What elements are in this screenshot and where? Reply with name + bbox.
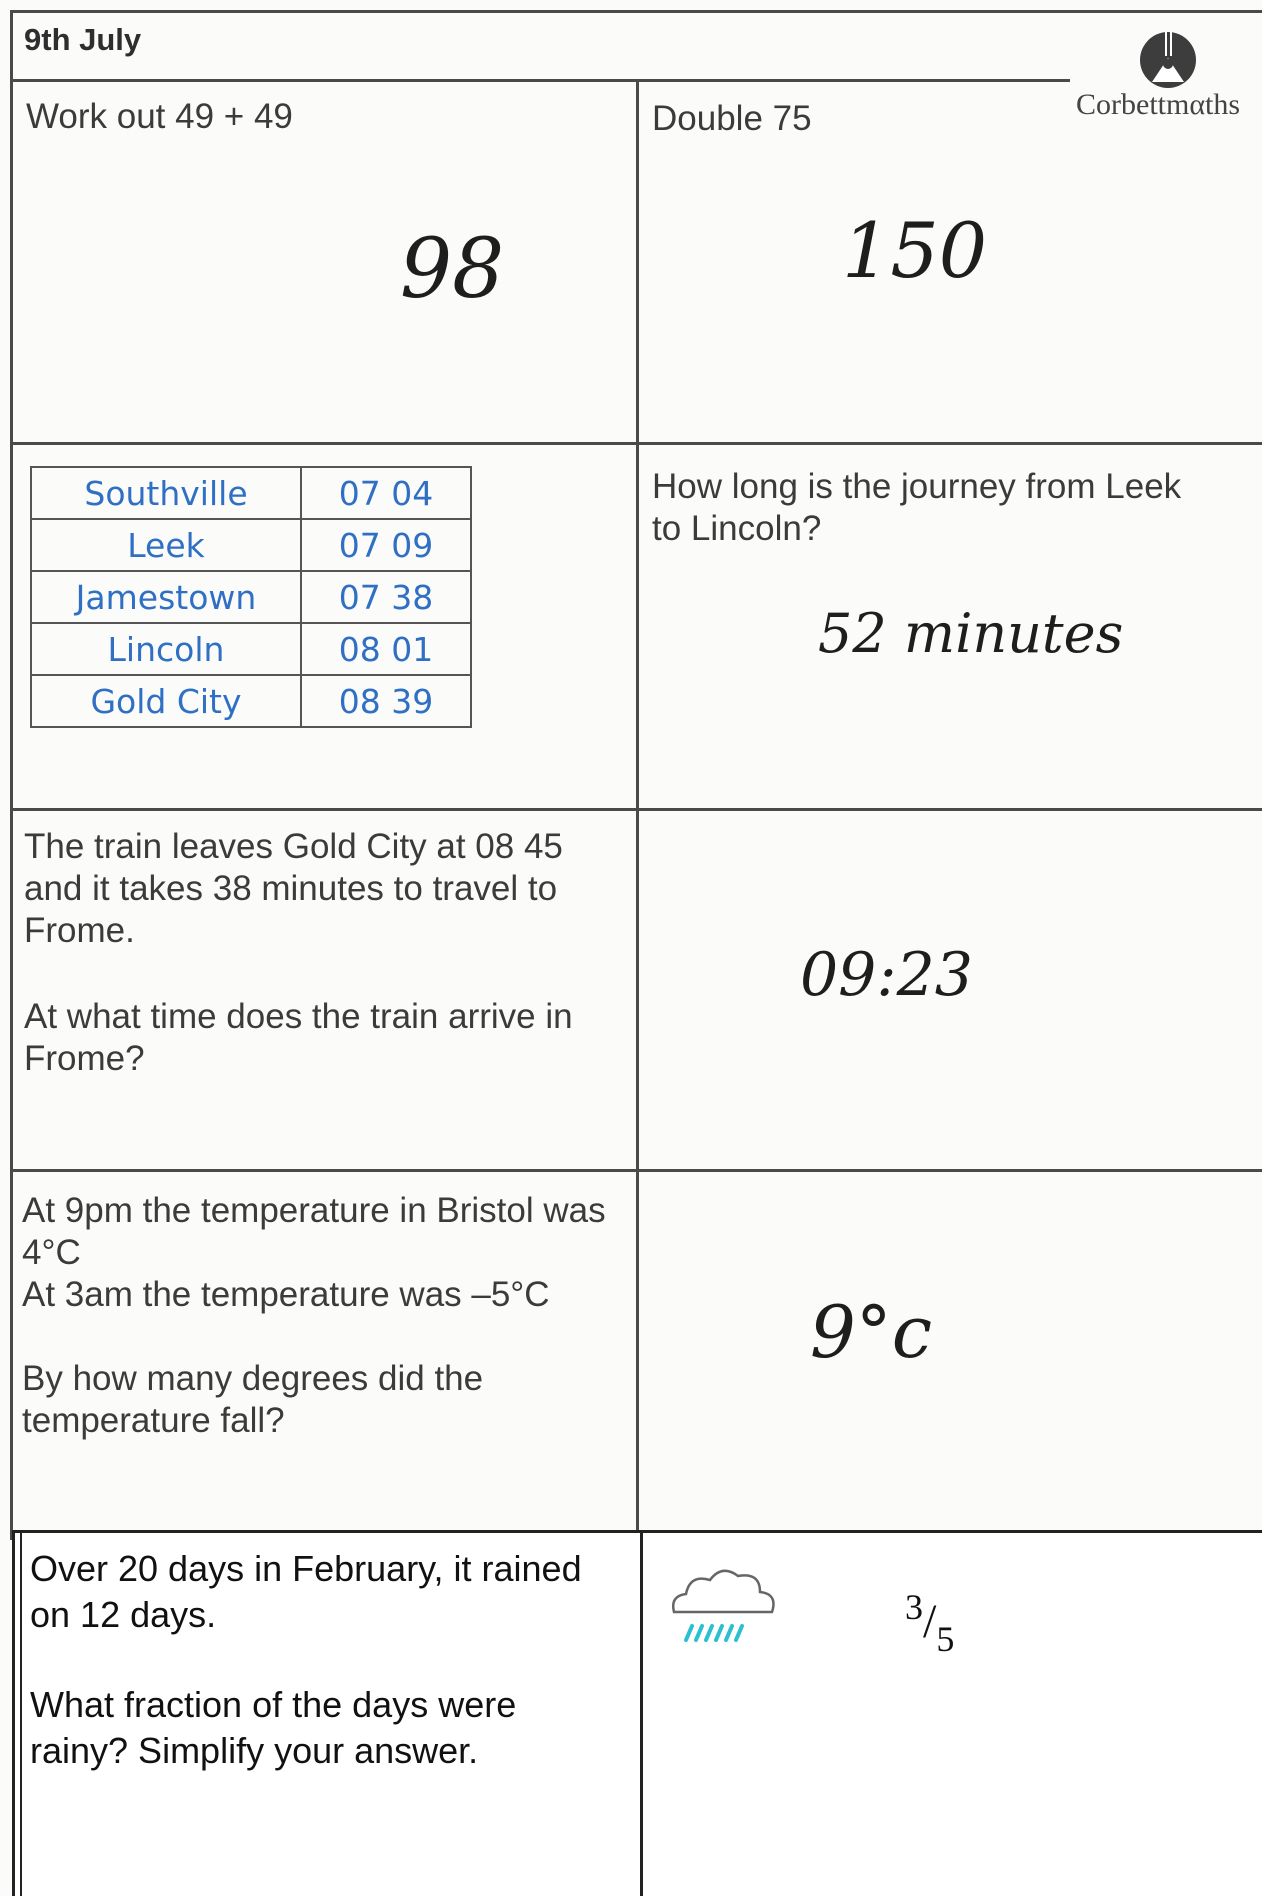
station-name: Gold City [30,674,302,728]
border-top [10,10,1262,13]
q6-line4: rainy? Simplify your answer. [30,1730,479,1771]
rain-cloud-icon [672,1569,775,1642]
table-row: Gold City 08 39 [30,674,472,728]
station-time: 07 04 [300,466,472,520]
q4-answer: 09:23 [800,940,973,1010]
q6-line1: Over 20 days in February, it rained [30,1548,582,1589]
row-divider-2 [10,808,1262,811]
station-name: Southville [30,466,302,520]
q1-answer: 98 [400,222,505,317]
station-time: 08 39 [300,674,472,728]
brand-name: Corbettmαths [1076,88,1241,121]
fraction-question-panel: Over 20 days in February, it rained on 1… [12,1530,1262,1896]
q5-line3: At 3am the temperature was –5°C [22,1275,550,1314]
station-time: 07 09 [300,518,472,572]
q2-answer: 150 [842,206,988,295]
station-time: 07 38 [300,570,472,624]
table-row: Leek 07 09 [30,518,472,572]
table-row: Jamestown 07 38 [30,570,472,624]
panel-border-top [12,1530,1262,1533]
worksheet-date: 9th July [24,22,142,57]
table-row: Lincoln 08 01 [30,622,472,676]
q4-line4: At what time does the train arrive in [24,997,573,1036]
q5-answer: 9°c [810,1290,933,1374]
table-row: Southville 07 04 [30,466,472,520]
q5-line2: 4°C [22,1233,81,1272]
q5-line4: By how many degrees did the [22,1359,484,1398]
q1-question: Work out 49 + 49 [26,97,293,136]
corbettmaths-logo-icon [1140,32,1196,88]
row-divider-3 [10,1169,1262,1172]
train-timetable: Southville 07 04 Leek 07 09 Jamestown 07… [30,466,472,728]
q3-question-line1: How long is the journey from Leek [652,467,1182,506]
border-left [10,10,13,1540]
station-name: Jamestown [30,570,302,624]
q5-line5: temperature fall? [22,1401,285,1440]
station-name: Lincoln [30,622,302,676]
q4-line1: The train leaves Gold City at 08 45 [24,827,563,866]
q6-answer-fraction: 3/5 [905,1587,955,1659]
q2-question: Double 75 [652,99,812,138]
q4-line3: Frome. [24,911,135,950]
panel-border-left [12,1530,15,1896]
header-divider [10,79,1070,82]
q6-line3: What fraction of the days were [30,1684,517,1725]
station-time: 08 01 [300,622,472,676]
q4-line5: Frome? [24,1039,145,1078]
q6-line2: on 12 days. [30,1594,217,1635]
fraction-denominator: 5 [936,1619,955,1659]
row-divider-1 [10,442,1262,445]
q4-line2: and it takes 38 minutes to travel to [24,869,558,908]
q3-question-line2: to Lincoln? [652,509,822,548]
panel-column-divider [640,1530,643,1896]
fraction-numerator: 3 [905,1587,923,1627]
station-name: Leek [30,518,302,572]
q3-answer: 52 minutes [818,602,1124,665]
panel-border-left-inner [20,1530,22,1896]
q5-line1: At 9pm the temperature in Bristol was [22,1191,606,1230]
